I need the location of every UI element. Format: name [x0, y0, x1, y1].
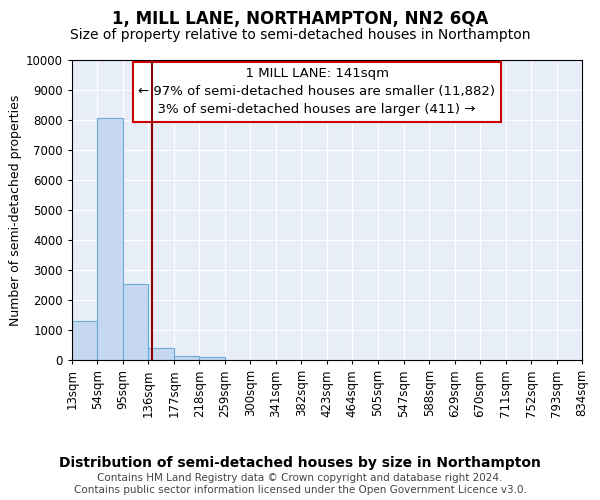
Text: Distribution of semi-detached houses by size in Northampton: Distribution of semi-detached houses by …	[59, 456, 541, 470]
Bar	[199, 357, 225, 360]
Y-axis label: Number of semi-detached properties: Number of semi-detached properties	[9, 94, 22, 326]
Text: Contains HM Land Registry data © Crown copyright and database right 2024.
Contai: Contains HM Land Registry data © Crown c…	[74, 474, 526, 495]
Text: Size of property relative to semi-detached houses in Northampton: Size of property relative to semi-detach…	[70, 28, 530, 42]
Bar	[97, 118, 123, 360]
Bar	[174, 356, 199, 360]
Text: 1 MILL LANE: 141sqm  
← 97% of semi-detached houses are smaller (11,882)
  3% of: 1 MILL LANE: 141sqm ← 97% of semi-detach…	[138, 68, 496, 116]
Bar	[123, 284, 148, 360]
Bar	[148, 348, 174, 360]
Text: 1, MILL LANE, NORTHAMPTON, NN2 6QA: 1, MILL LANE, NORTHAMPTON, NN2 6QA	[112, 10, 488, 28]
Bar	[72, 321, 97, 360]
